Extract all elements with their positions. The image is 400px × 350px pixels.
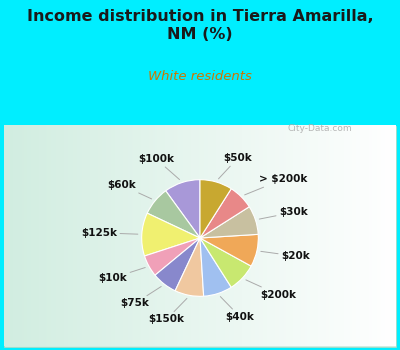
Wedge shape — [155, 238, 200, 291]
Wedge shape — [200, 238, 251, 287]
Text: $100k: $100k — [138, 154, 180, 180]
Wedge shape — [147, 191, 200, 238]
Text: $150k: $150k — [148, 299, 187, 324]
Text: Income distribution in Tierra Amarilla,
NM (%): Income distribution in Tierra Amarilla, … — [27, 9, 373, 42]
Wedge shape — [200, 180, 231, 238]
Wedge shape — [142, 213, 200, 256]
Text: $75k: $75k — [120, 287, 161, 308]
Wedge shape — [144, 238, 200, 275]
Wedge shape — [200, 189, 249, 238]
Text: $20k: $20k — [261, 251, 310, 261]
Wedge shape — [200, 207, 258, 238]
Text: $40k: $40k — [220, 296, 254, 322]
Text: > $200k: > $200k — [245, 174, 307, 195]
Text: $200k: $200k — [246, 280, 296, 300]
Wedge shape — [200, 238, 231, 296]
Text: $125k: $125k — [81, 228, 138, 238]
Wedge shape — [175, 238, 204, 296]
FancyBboxPatch shape — [4, 126, 396, 346]
Text: $50k: $50k — [218, 153, 252, 179]
Wedge shape — [166, 180, 200, 238]
Text: White residents: White residents — [148, 70, 252, 83]
Text: $10k: $10k — [99, 267, 145, 283]
Wedge shape — [200, 234, 258, 266]
Text: $30k: $30k — [259, 208, 308, 219]
Text: $60k: $60k — [108, 180, 152, 199]
Text: City-Data.com: City-Data.com — [288, 124, 352, 133]
